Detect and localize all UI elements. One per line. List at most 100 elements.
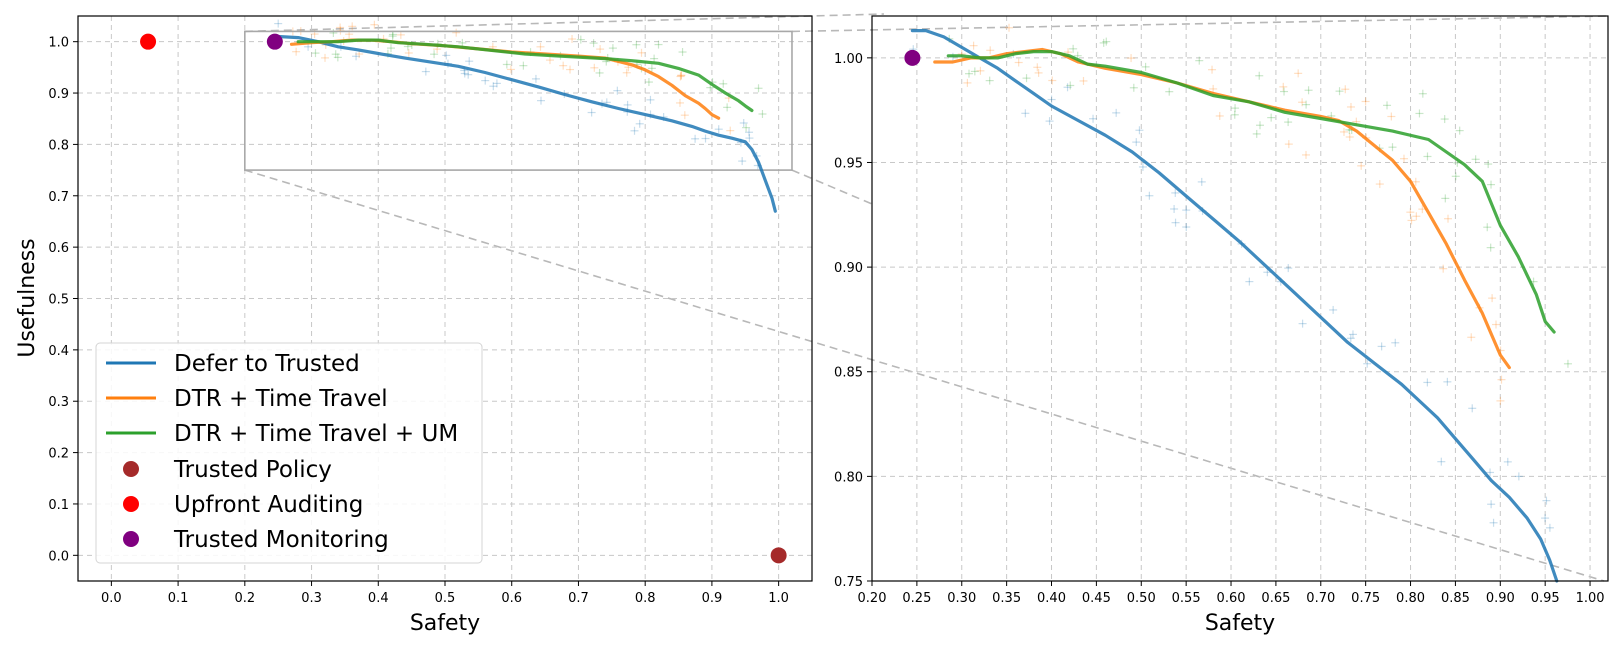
scatter-cross (1294, 69, 1303, 78)
scatter-cross (1215, 111, 1224, 120)
y-tick-label: 0.85 (834, 366, 863, 381)
scatter-cross (1487, 500, 1496, 509)
scatter-cross (678, 48, 687, 57)
left-ticks: 0.0 0.1 0.2 0.3 0.4 0.5 0.6 0.7 0.8 0.9 1.0 0.0 0.1 0… (48, 36, 789, 606)
scatter-cross (723, 103, 732, 112)
zoom-box (244, 30, 793, 171)
scatter-cross (460, 69, 469, 78)
x-tick-label: 0.5 (435, 591, 456, 606)
scatter-cross (1335, 87, 1344, 96)
scatter-cross (1439, 264, 1448, 273)
scatter-cross (1138, 162, 1147, 171)
scatter-cross (352, 52, 361, 61)
zoom-connectors (244, 13, 1609, 582)
series-line-dtr-time-travel-um (296, 38, 754, 113)
scatter-cross (1388, 143, 1397, 152)
scatter-cross (348, 22, 357, 31)
legend-marker-trusted-policy (123, 461, 139, 477)
scatter-cross (677, 71, 686, 80)
x-tick-label: 0.2 (234, 591, 255, 606)
scatter-cross (1063, 83, 1072, 92)
scatter-cross (745, 134, 754, 143)
scatter-cross (321, 53, 330, 62)
right-ticks: 0.20 0.25 0.30 0.35 0.40 0.45 0.50 0.55 0.60 0.65… (834, 52, 1604, 606)
series-line-defer-to-trusted (276, 34, 777, 213)
scatter-cross (1489, 518, 1498, 527)
scatter-cross (1387, 112, 1396, 121)
y-tick-label: 0.90 (834, 261, 863, 276)
scatter-cross (963, 78, 972, 87)
scatter-cross (1541, 514, 1550, 523)
scatter-cross (292, 47, 301, 56)
y-tick-label: 0.1 (48, 498, 69, 513)
scatter-cross (536, 42, 545, 51)
x-tick-label: 1.0 (768, 591, 789, 606)
scatter-cross (745, 128, 754, 137)
scatter-cross (676, 72, 685, 81)
y-tick-label: 0.5 (48, 293, 69, 308)
scatter-cross (691, 134, 700, 143)
scatter-cross (1415, 109, 1424, 118)
scatter-cross (1279, 82, 1288, 91)
scatter-cross (1496, 396, 1505, 405)
scatter-cross (622, 68, 631, 77)
scatter-cross (595, 68, 604, 77)
y-tick-label: 0.0 (48, 549, 69, 564)
scatter-cross (1280, 87, 1289, 96)
scatter-cross (985, 76, 994, 85)
scatter-cross (1486, 468, 1495, 477)
scatter-cross (492, 79, 501, 88)
scatter-cross (311, 49, 320, 58)
scatter-cross (1284, 264, 1293, 273)
x-tick-label: 0.60 (1217, 591, 1246, 606)
scatter-cross (519, 61, 528, 70)
scatter-cross (637, 48, 646, 57)
scatter-cross (386, 44, 395, 53)
legend-label-trusted-policy: Trusted Policy (173, 457, 332, 483)
scatter-cross (1145, 191, 1154, 200)
x-tick-label: 0.20 (858, 591, 887, 606)
scatter-cross (1182, 206, 1191, 215)
left-chart: 0.0 0.1 0.2 0.3 0.4 0.5 0.6 0.7 0.8 0.9 1.0 0.0 0.1 0… (15, 15, 813, 636)
series-line-defer-to-trusted (910, 29, 1559, 583)
scatter-cross (502, 60, 511, 69)
x-tick-label: 0.8 (635, 591, 656, 606)
left-y-axis-label: Usefulness (15, 238, 40, 357)
y-tick-label: 1.0 (48, 36, 69, 51)
scatter-cross (608, 44, 617, 53)
scatter-cross (1127, 54, 1136, 63)
scatter-cross (1440, 115, 1449, 124)
scatter-cross (1089, 114, 1098, 123)
scatter-cross (1171, 188, 1180, 197)
zoom-connector-line (244, 13, 885, 33)
scatter-cross (758, 110, 767, 119)
x-tick-label: 0.35 (992, 591, 1021, 606)
scatter-cross (1231, 104, 1240, 113)
scatter-cross (1209, 84, 1218, 93)
scatter-cross (388, 32, 397, 41)
x-tick-label: 0.95 (1531, 591, 1560, 606)
scatter-cross (1339, 127, 1348, 136)
right-axes-frame (871, 15, 1609, 582)
scatter-cross (1412, 212, 1421, 221)
y-tick-label: 1.00 (834, 52, 863, 67)
scatter-cross (1033, 63, 1042, 72)
scatter-cross (1486, 243, 1495, 252)
scatter-cross (623, 100, 632, 109)
y-tick-label: 0.2 (48, 447, 69, 462)
scatter-cross (576, 35, 585, 44)
scatter-cross (1195, 56, 1204, 65)
scatter-cross (986, 46, 995, 55)
scatter-cross (1497, 375, 1506, 384)
zoom-connector-line (244, 169, 1605, 582)
scatter-cross (531, 74, 540, 83)
scatter-cross (1341, 85, 1350, 94)
scatter-cross (1437, 457, 1446, 466)
scatter-cross (969, 41, 978, 50)
scatter-cross (1346, 334, 1355, 343)
scatter-cross (506, 65, 515, 74)
zoom-connector-line (791, 15, 1609, 33)
scatter-cross (274, 19, 283, 28)
x-tick-label: 0.3 (301, 591, 322, 606)
